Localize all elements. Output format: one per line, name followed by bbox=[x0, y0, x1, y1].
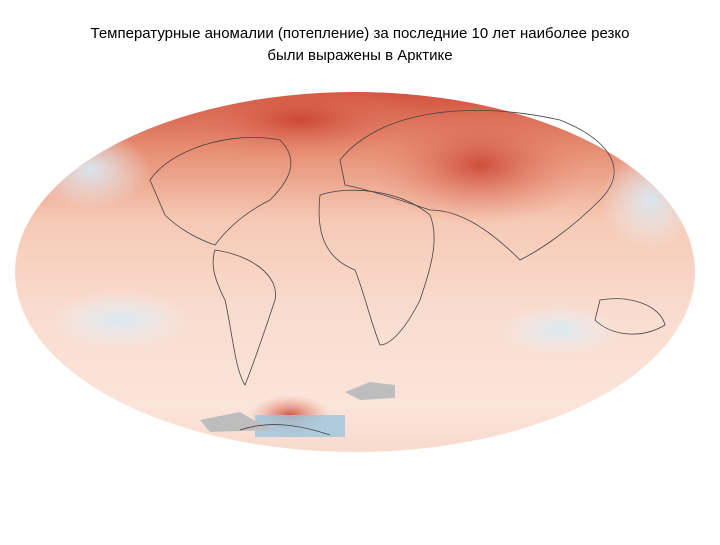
anomaly-map bbox=[15, 92, 695, 452]
title-line: Температурные аномалии (потепление) за п… bbox=[91, 25, 630, 42]
coastlines bbox=[149, 109, 666, 436]
title-line: были выражены в Арктике bbox=[267, 47, 452, 64]
